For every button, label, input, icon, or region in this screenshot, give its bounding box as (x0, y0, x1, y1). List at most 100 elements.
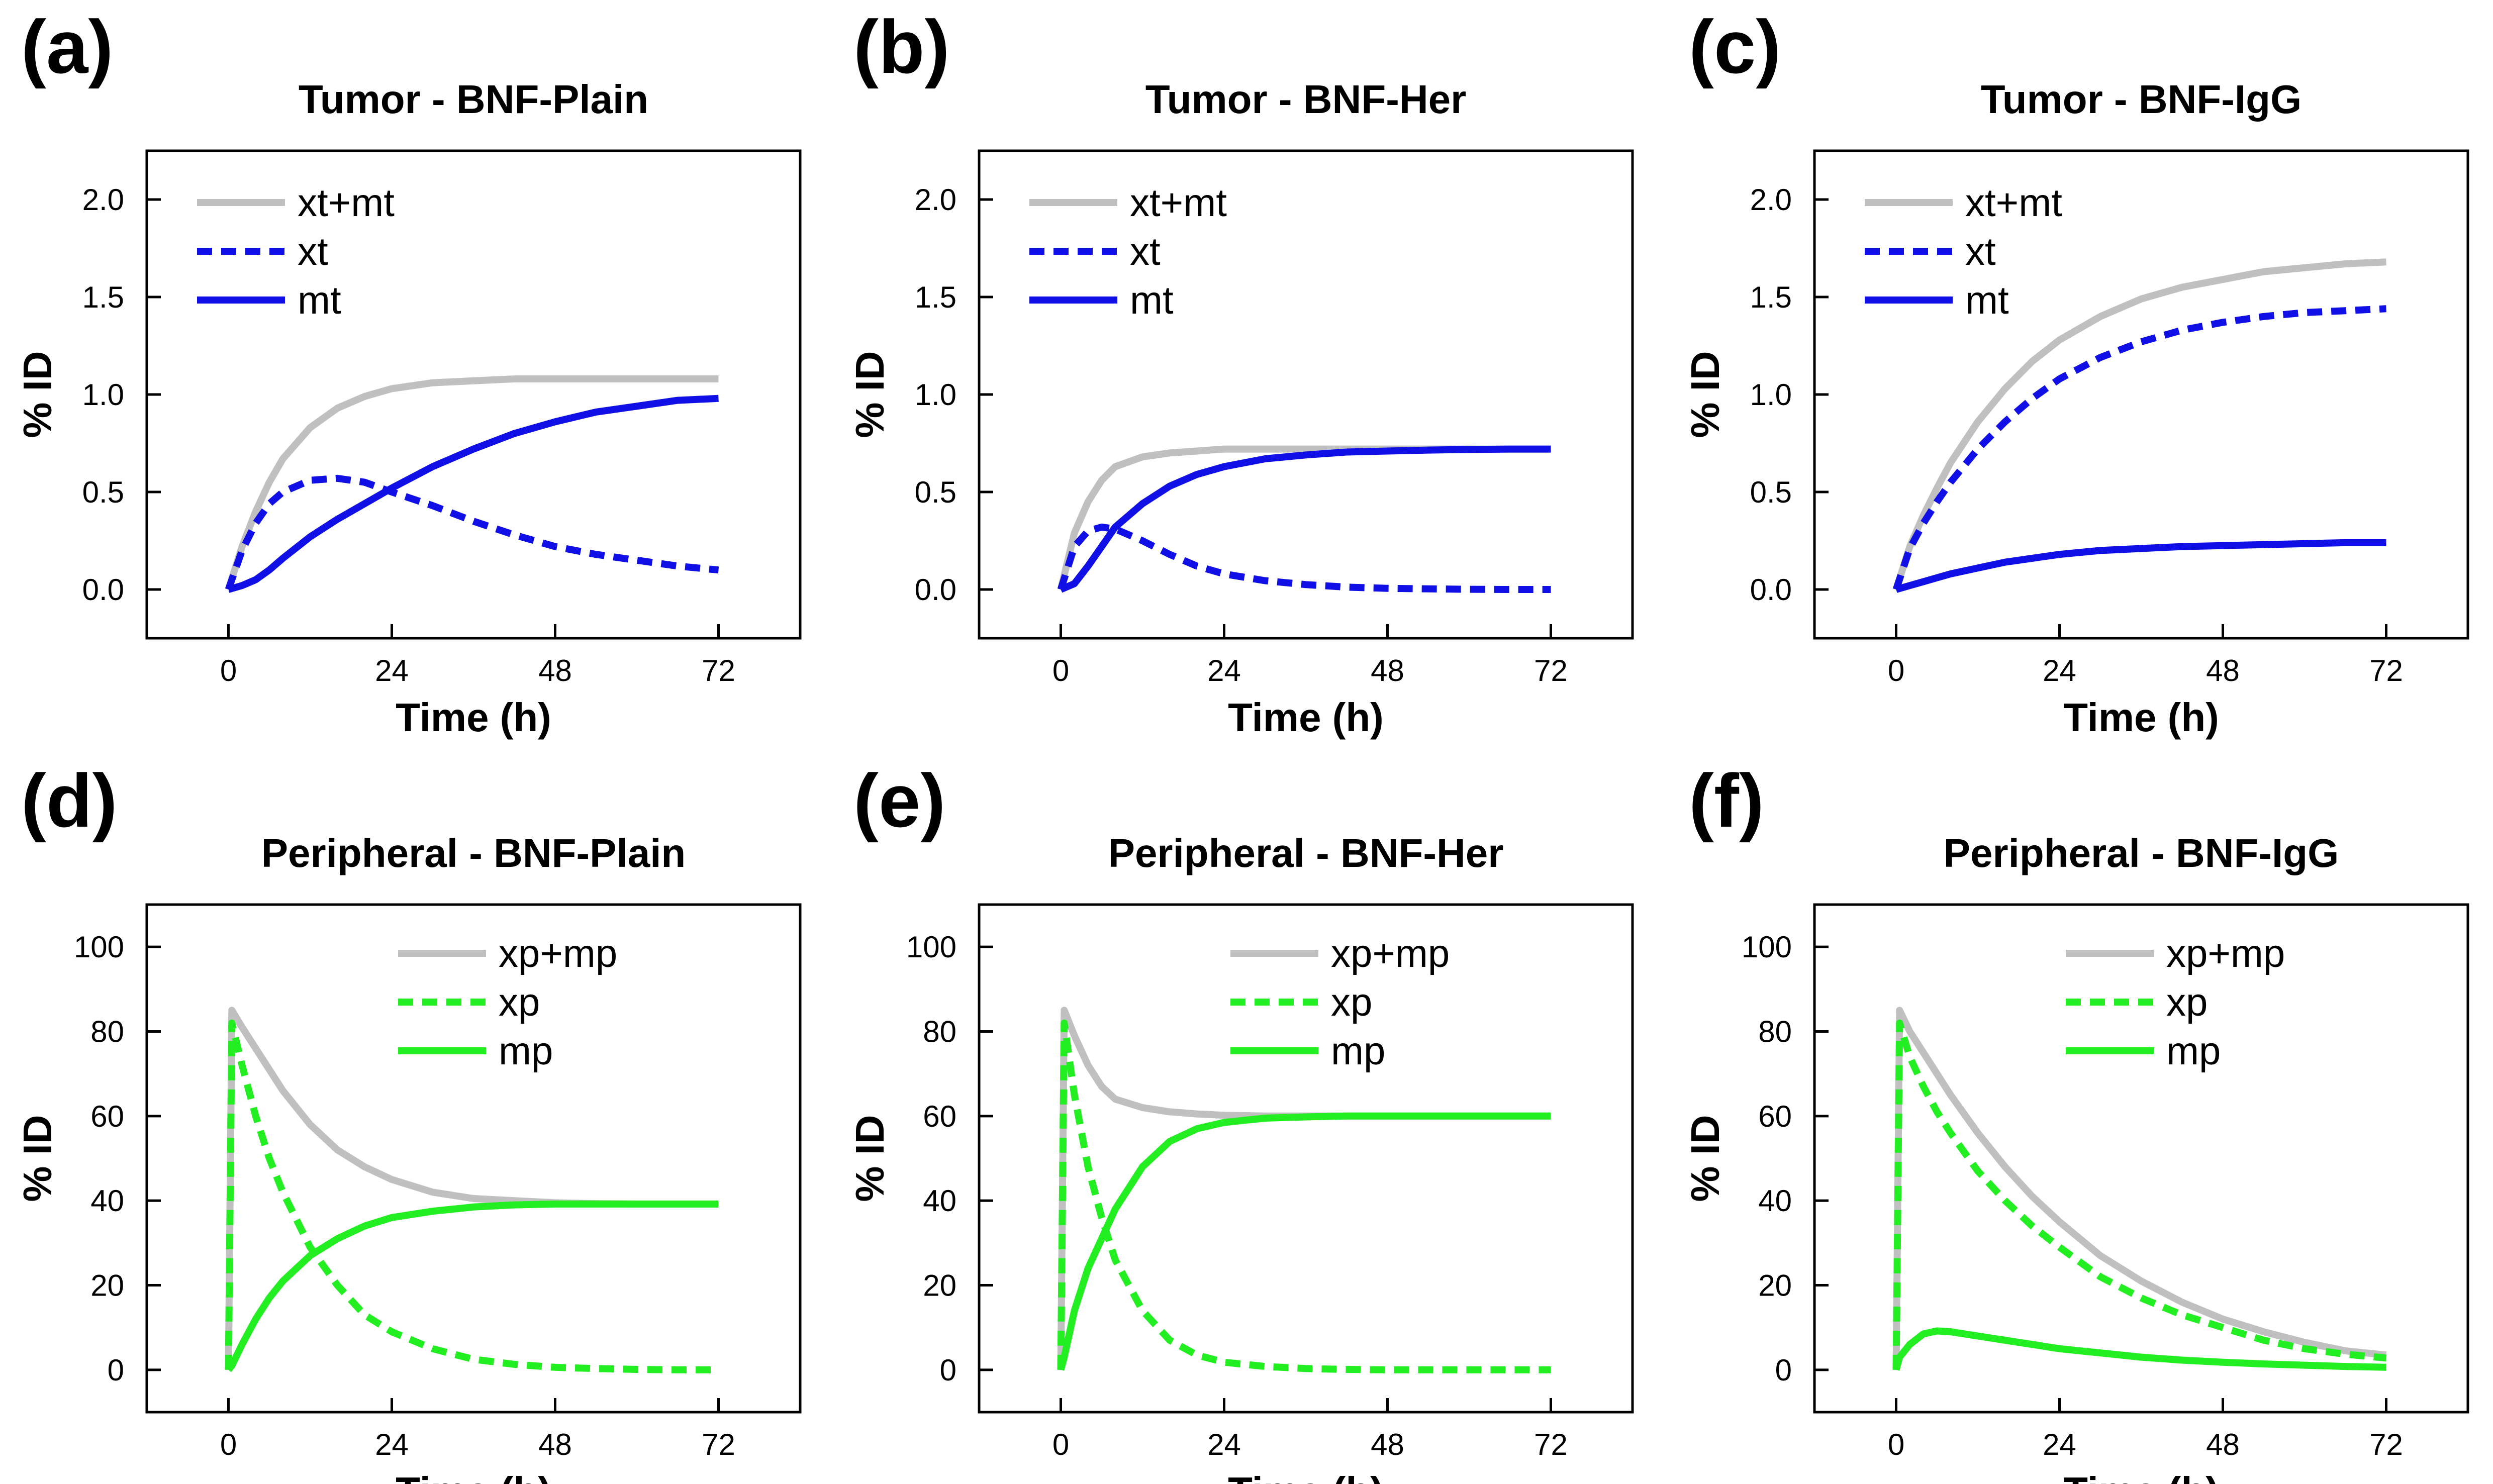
y-tick-label: 1.5 (1750, 280, 1792, 314)
plot-frame (1813, 903, 2469, 1414)
y-axis-label: % ID (1683, 351, 1728, 438)
chart-title: Tumor - BNF-Plain (299, 77, 648, 122)
y-axis-label: % ID (1683, 1115, 1728, 1202)
legend-label: xp+mp (2166, 931, 2285, 975)
series-line-xt-plus-mt (225, 375, 719, 591)
series-line-xp-plus-mp (1892, 1007, 2387, 1370)
y-tick-label: 80 (923, 1015, 956, 1049)
x-tick-label: 24 (2043, 654, 2076, 687)
series-line-xp (225, 1019, 719, 1373)
series-line-xt-plus-mt (1057, 445, 1551, 590)
plot-frame (978, 903, 1634, 1414)
legend-label: xt+mt (1130, 180, 1227, 225)
x-tick-label: 0 (220, 1428, 237, 1461)
series-line-xp (1057, 1019, 1551, 1373)
x-tick-label: 72 (702, 654, 735, 687)
x-axis-label: Time (h) (1228, 695, 1384, 740)
y-tick-label: 40 (923, 1184, 956, 1218)
legend-label: mp (1331, 1029, 1385, 1073)
chart-title: Tumor - BNF-Her (1145, 77, 1466, 122)
x-tick-label: 24 (2043, 1428, 2076, 1461)
y-tick-label: 0.5 (915, 475, 956, 509)
series-line-mp (226, 1200, 719, 1372)
y-tick-label: 80 (90, 1015, 124, 1049)
legend-label: xt (298, 229, 328, 273)
legend-label: mt (1965, 278, 2009, 322)
chart-title: Tumor - BNF-IgG (1981, 77, 2302, 122)
y-tick-label: 40 (90, 1184, 124, 1218)
x-tick-label: 24 (375, 1428, 409, 1461)
y-tick-label: 80 (1758, 1015, 1792, 1049)
y-tick-label: 2.0 (1750, 183, 1792, 217)
chart-title: Peripheral - BNF-Plain (261, 831, 686, 875)
x-tick-label: 24 (1207, 1428, 1241, 1461)
y-tick-label: 1.0 (82, 378, 124, 412)
plot-frame (145, 149, 802, 640)
legend-label: mt (298, 278, 341, 322)
plot-frame (978, 149, 1634, 640)
series-line-xt (1057, 523, 1551, 593)
y-tick-label: 20 (923, 1269, 956, 1303)
y-tick-label: 60 (1758, 1100, 1792, 1133)
y-tick-label: 0.0 (82, 573, 124, 607)
series-line-xt (1892, 305, 2386, 591)
legend-label: xp (499, 980, 540, 1024)
x-axis-label: Time (h) (396, 1469, 551, 1484)
y-tick-label: 20 (1758, 1269, 1792, 1303)
y-tick-label: 60 (90, 1100, 124, 1133)
x-tick-label: 48 (2206, 654, 2240, 687)
y-tick-label: 2.0 (915, 183, 956, 217)
x-tick-label: 72 (2369, 654, 2403, 687)
series-line-mp (1057, 1112, 1551, 1371)
x-tick-label: 0 (1888, 1428, 1904, 1461)
x-tick-label: 48 (2206, 1428, 2240, 1461)
y-tick-label: 100 (1742, 930, 1792, 964)
y-tick-label: 1.0 (1750, 378, 1792, 412)
series-line-xt (225, 474, 719, 591)
series-line-mt (227, 394, 719, 593)
legend-label: xt (1130, 229, 1161, 273)
y-tick-label: 1.0 (915, 378, 956, 412)
legend-label: xt+mt (298, 180, 395, 225)
y-tick-label: 0.0 (1750, 573, 1792, 607)
y-tick-label: 100 (906, 930, 956, 964)
legend-label: xt+mt (1965, 180, 2062, 225)
x-axis-label: Time (h) (2063, 1469, 2219, 1484)
x-tick-label: 72 (702, 1428, 735, 1461)
x-tick-label: 0 (1052, 1428, 1069, 1461)
plot-frame (145, 903, 802, 1414)
x-tick-label: 0 (1888, 654, 1904, 687)
series-line-xt-plus-mt (1892, 258, 2386, 591)
legend-label: xp+mp (1331, 931, 1450, 975)
y-axis-label: % ID (15, 1115, 60, 1202)
y-tick-label: 60 (923, 1100, 956, 1133)
series-line-mt (1059, 445, 1551, 593)
chart-title: Peripheral - BNF-IgG (1944, 831, 2339, 875)
series-line-xp-plus-mp (1057, 1007, 1551, 1370)
panel-label: (a) (21, 5, 113, 89)
legend-label: mt (1130, 278, 1174, 322)
x-tick-label: 0 (1052, 654, 1069, 687)
panel-label: (d) (21, 758, 118, 843)
y-axis-label: % ID (847, 1115, 892, 1202)
panel-label: (e) (853, 758, 945, 843)
x-tick-label: 72 (1534, 1428, 1568, 1461)
x-tick-label: 24 (1207, 654, 1241, 687)
series-line-mt (1895, 539, 2386, 593)
y-tick-label: 0.5 (1750, 475, 1792, 509)
series-line-xp (1892, 1019, 2387, 1370)
y-tick-label: 0 (940, 1353, 956, 1387)
x-tick-label: 48 (538, 654, 572, 687)
x-tick-label: 48 (1371, 1428, 1404, 1461)
x-tick-label: 0 (220, 654, 237, 687)
legend-label: xp+mp (499, 931, 617, 975)
legend-label: mp (499, 1029, 553, 1073)
legend-label: xt (1965, 229, 1996, 273)
legend-label: xp (1331, 980, 1372, 1024)
x-axis-label: Time (h) (396, 695, 551, 740)
y-tick-label: 0.5 (82, 475, 124, 509)
x-axis-label: Time (h) (2063, 695, 2219, 740)
y-axis-label: % ID (847, 351, 892, 438)
chart-title: Peripheral - BNF-Her (1108, 831, 1504, 875)
x-axis-label: Time (h) (1228, 1469, 1384, 1484)
